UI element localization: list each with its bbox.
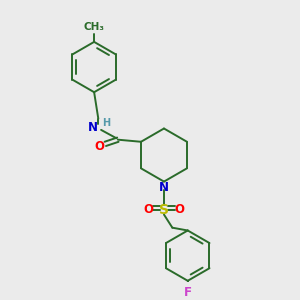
Text: S: S — [159, 202, 169, 217]
Text: O: O — [144, 203, 154, 216]
Text: O: O — [174, 203, 184, 216]
Text: F: F — [184, 286, 192, 299]
Text: CH₃: CH₃ — [84, 22, 105, 32]
Text: N: N — [159, 181, 169, 194]
Text: H: H — [102, 118, 110, 128]
Text: O: O — [95, 140, 105, 153]
Text: N: N — [88, 121, 98, 134]
